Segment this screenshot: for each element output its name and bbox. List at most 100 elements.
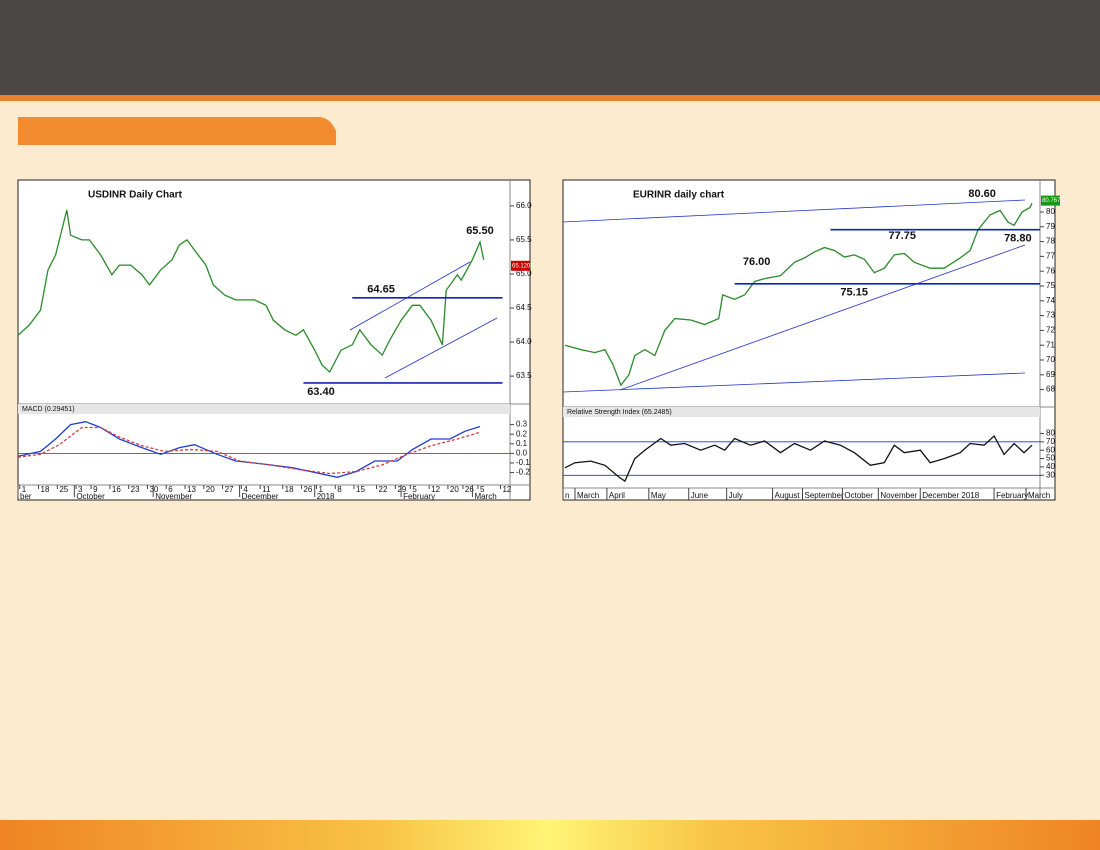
peak-label: 80.60 [968, 188, 996, 200]
x-tick-label: 1 [22, 485, 27, 494]
last-price-box [1041, 195, 1060, 206]
y-tick-label: 77 [1046, 251, 1055, 260]
month-label: December 2018 [922, 491, 979, 500]
y-tick-label: 78 [1046, 237, 1055, 246]
month-label: May [651, 491, 666, 500]
panel-strip [563, 407, 1040, 417]
month-label: July [729, 491, 743, 500]
y-tick-label: 74 [1046, 296, 1055, 305]
y-tick-label: 50 [1046, 454, 1055, 463]
y-tick-label: 66.0 [516, 201, 532, 210]
panel-title: Relative Strength Index (65.2485) [567, 409, 672, 416]
section-tab [18, 117, 336, 145]
y-tick-label: 40 [1046, 462, 1055, 471]
y-tick-label: 63.5 [516, 371, 532, 380]
month-label: ber [20, 492, 32, 501]
level-label: 63.40 [307, 386, 335, 398]
peak-label: 76.00 [743, 256, 771, 268]
month-label: February [403, 492, 435, 501]
month-label: June [691, 491, 709, 500]
x-tick-label: 12 [502, 485, 511, 494]
peak-label: 77.75 [889, 230, 917, 242]
trend-lines [349, 199, 1026, 393]
x-tick-label: 29 [397, 485, 406, 494]
y-tick-label: 76 [1046, 266, 1055, 275]
y-tick-label: 0.2 [516, 429, 528, 438]
month-label: n [565, 491, 569, 500]
y-tick-label: -0.2 [516, 468, 530, 477]
y-tick-label: 65.5 [516, 235, 532, 244]
month-label: April [609, 491, 625, 500]
header-bar [0, 0, 1100, 101]
month-label: March [474, 492, 496, 501]
x-tick-label: 9 [93, 485, 98, 494]
panel-title: MACD (0.29451) [22, 406, 75, 413]
y-tick-label: 30 [1046, 470, 1055, 479]
month-label: September [804, 491, 843, 500]
y-tick-label: 80 [1046, 207, 1055, 216]
chart-title: EURINR daily chart [633, 190, 725, 201]
level-label: 75.15 [840, 287, 868, 299]
y-tick-label: 65.0 [516, 269, 532, 278]
y-tick-label: 0.0 [516, 448, 528, 457]
y-tick-label: 60 [1046, 445, 1055, 454]
x-tick-label: 16 [112, 485, 121, 494]
y-tick-label: 80 [1046, 429, 1055, 438]
x-tick-label: 13 [187, 485, 196, 494]
x-tick-label: 4 [243, 485, 248, 494]
chart-frame [562, 179, 1056, 501]
level-label: 78.80 [1004, 233, 1032, 245]
y-tick-label: 0.3 [516, 420, 528, 429]
y-tick-label: -0.1 [516, 458, 530, 467]
last-price-label: 65.1200 [512, 263, 534, 269]
x-tick-label: 20 [206, 485, 215, 494]
month-label: November [880, 491, 917, 500]
price-line [17, 209, 485, 374]
x-tick-label: 15 [356, 485, 365, 494]
last-price-box [511, 260, 530, 271]
x-tick-label: 11 [262, 485, 271, 494]
y-tick-label: 70 [1046, 355, 1055, 364]
last-price-label: 80.7675 [1042, 198, 1064, 204]
y-tick-label: 71 [1046, 340, 1055, 349]
x-tick-label: 5 [480, 485, 485, 494]
y-tick-label: 64.5 [516, 303, 532, 312]
month-label: February [996, 491, 1028, 500]
x-tick-label: 22 [379, 485, 388, 494]
x-tick-label: 20 [450, 485, 459, 494]
x-tick-label: 12 [431, 485, 440, 494]
price-line [17, 426, 481, 475]
y-tick-label: 70 [1046, 437, 1055, 446]
y-tick-label: 79 [1046, 222, 1055, 231]
x-tick-label: 25 [59, 485, 68, 494]
chart-title: USDINR Daily Chart [88, 190, 183, 201]
footer-bar [0, 820, 1100, 850]
x-tick-label: 27 [225, 485, 234, 494]
x-tick-label: 5 [412, 485, 417, 494]
peak-label: 65.50 [466, 225, 494, 237]
price-line [17, 421, 481, 478]
x-tick-label: 8 [337, 485, 342, 494]
price-line [564, 202, 1033, 387]
month-label: 2018 [317, 492, 335, 501]
x-tick-label: 26 [303, 485, 312, 494]
month-label: November [155, 492, 192, 501]
month-label: October [844, 491, 873, 500]
y-tick-label: 69 [1046, 370, 1055, 379]
panel-strip [18, 404, 510, 414]
y-tick-label: 73 [1046, 311, 1055, 320]
y-tick-label: 68 [1046, 385, 1055, 394]
x-tick-label: 6 [168, 485, 173, 494]
price-line [564, 434, 1033, 483]
x-tick-label: 3 [78, 485, 83, 494]
level-label: 64.65 [367, 284, 395, 296]
y-tick-label: 0.1 [516, 439, 528, 448]
x-tick-label: 26 [465, 485, 474, 494]
x-tick-label: 18 [285, 485, 294, 494]
month-label: December [242, 492, 279, 501]
x-tick-label: 18 [41, 485, 50, 494]
x-tick-label: 30 [149, 485, 158, 494]
month-label: March [1028, 491, 1050, 500]
